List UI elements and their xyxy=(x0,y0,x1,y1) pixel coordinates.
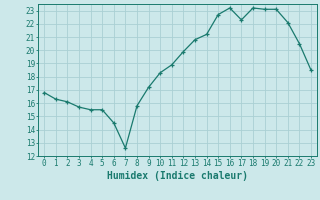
X-axis label: Humidex (Indice chaleur): Humidex (Indice chaleur) xyxy=(107,171,248,181)
